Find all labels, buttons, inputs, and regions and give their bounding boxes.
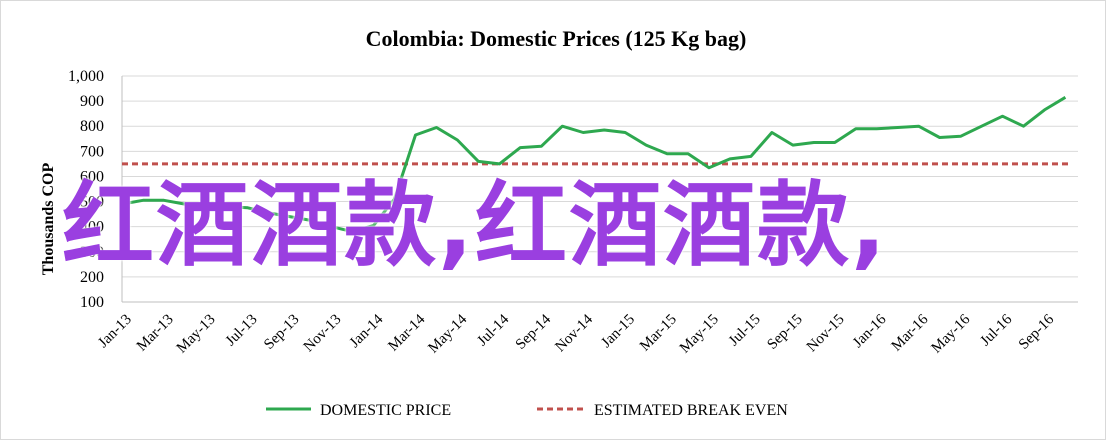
y-tick-label: 1,000	[68, 68, 104, 85]
y-tick-label: 200	[80, 269, 104, 286]
y-tick-label: 900	[80, 93, 104, 110]
y-tick-label: 700	[80, 143, 104, 160]
gridlines	[121, 75, 1078, 303]
chart-title: Colombia: Domestic Prices (125 Kg bag)	[366, 26, 747, 51]
y-tick-label: 300	[80, 244, 104, 261]
series-lines	[121, 96, 1072, 234]
legend-label-domestic-price: DOMESTIC PRICE	[320, 402, 451, 419]
y-axis-label: Thousands COP	[40, 163, 57, 276]
y-tick-label: 400	[80, 219, 104, 236]
y-tick-label: 100	[80, 294, 104, 311]
legend-label-break-even: ESTIMATED BREAK EVEN	[594, 402, 788, 419]
y-tick-label: 500	[80, 194, 104, 211]
y-tick-labels: 100 200 300 400 500 600 700 800 900 1,000	[68, 68, 104, 311]
watermark-overlay-text: 红酒酒款,红酒酒款,	[62, 172, 888, 279]
legend: DOMESTIC PRICE ESTIMATED BREAK EVEN	[266, 402, 788, 419]
y-tick-label: 800	[80, 118, 104, 135]
y-tick-label: 600	[80, 168, 104, 185]
series-line-domestic-price	[121, 96, 1067, 234]
